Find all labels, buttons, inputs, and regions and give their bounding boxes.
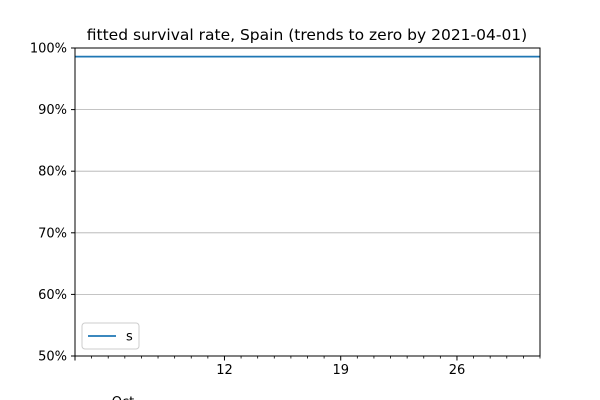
axes-frame [74, 47, 541, 357]
x-tick-label: 12 [216, 363, 233, 378]
y-tick-label: 70% [38, 226, 67, 241]
legend: s [81, 322, 140, 350]
y-tick-label: 90% [38, 103, 67, 118]
x-tick-label: 19 [332, 363, 349, 378]
y-axis: 50% 60% 70% 80% 90% 100% [30, 42, 75, 365]
x-month-label: Oct [112, 395, 134, 400]
y-tick-label: 50% [38, 350, 67, 365]
y-tick-label: 60% [38, 288, 67, 303]
x-axis: 12 19 26 Oct [74, 356, 541, 400]
x-tick-label: 26 [449, 363, 466, 378]
chart-title: fitted survival rate, Spain (trends to z… [87, 26, 527, 44]
legend-label: s [126, 330, 133, 345]
grid-lines [75, 109, 540, 295]
y-tick-label: 80% [38, 165, 67, 180]
y-tick-label: 100% [30, 42, 67, 57]
